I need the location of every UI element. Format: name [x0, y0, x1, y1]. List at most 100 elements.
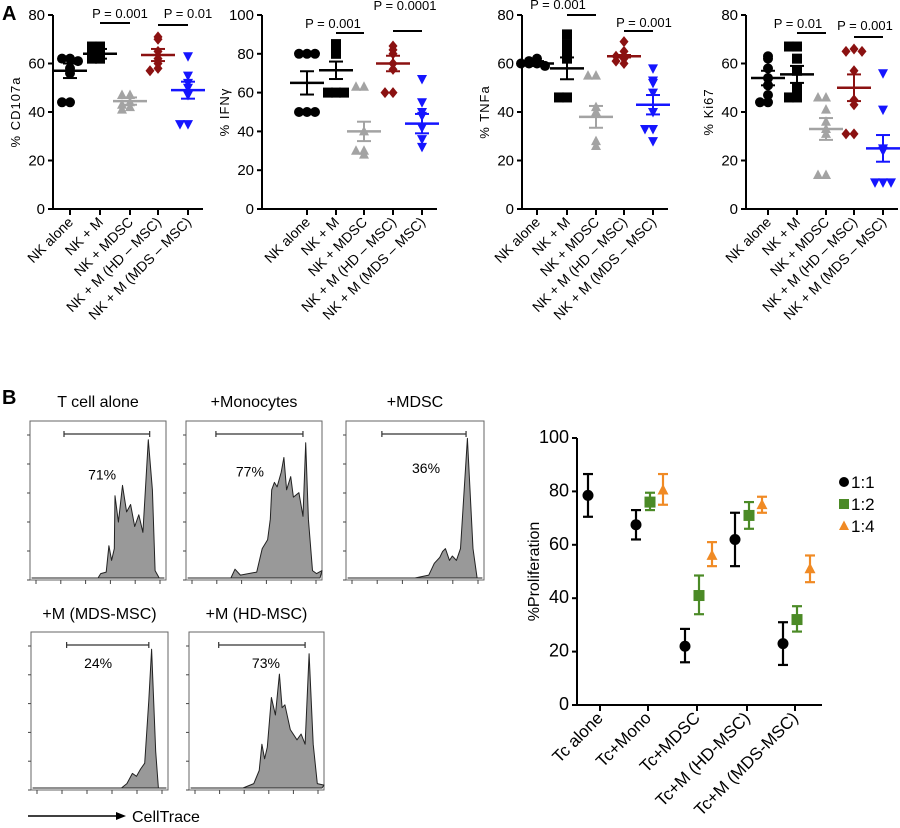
y-tick-label: 80 — [721, 7, 738, 24]
histogram-curve — [187, 442, 323, 579]
y-tick-label: 40 — [549, 587, 569, 607]
panel-b-histograms: CellTrace T cell alone71%+Monocytes77%+M… — [27, 394, 485, 826]
data-point — [821, 91, 831, 102]
data-point — [792, 92, 802, 103]
y-tick-label: 20 — [721, 153, 738, 170]
gate-bracket — [215, 431, 304, 437]
histogram-title: T cell alone — [57, 394, 139, 411]
histogram-title: +M (HD-MSC) — [206, 606, 308, 623]
p-value-label: P = 0.01 — [164, 6, 213, 21]
data-point — [784, 41, 794, 52]
data-point — [57, 97, 67, 108]
data-point — [619, 36, 629, 48]
histogram-3: +MDSC 36% — [343, 394, 485, 584]
data-point — [792, 53, 802, 64]
data-point — [417, 135, 427, 145]
y-tick-label: 20 — [497, 153, 514, 170]
y-tick-label: 100 — [539, 427, 569, 447]
data-point — [804, 562, 816, 574]
data-point — [763, 97, 773, 108]
gate-percent: 36% — [412, 460, 440, 476]
p-value-label: P = 0.001 — [92, 6, 148, 21]
flow-xlabel: CellTrace — [132, 809, 200, 826]
legend-label: 1:2 — [851, 495, 875, 514]
data-point — [591, 135, 601, 146]
p-value-label: P = 0.001 — [616, 15, 672, 30]
data-point — [417, 75, 427, 85]
y-tick-label: 40 — [497, 104, 514, 121]
data-point — [562, 92, 572, 103]
data-point — [582, 489, 594, 501]
data-point — [729, 533, 741, 545]
histogram-curve — [32, 648, 167, 789]
y-tick-label: 0 — [246, 201, 254, 218]
data-point — [331, 87, 341, 98]
data-point — [153, 62, 163, 74]
data-point — [388, 87, 398, 99]
gate-percent: 73% — [252, 655, 280, 671]
histogram-title: +Monocytes — [211, 394, 298, 411]
data-point — [351, 81, 361, 91]
data-point — [763, 90, 773, 101]
data-point — [323, 87, 333, 98]
panel-label-b: B — [2, 387, 16, 409]
gate-percent: 71% — [88, 466, 116, 482]
data-point — [648, 124, 658, 135]
data-point — [792, 82, 802, 93]
y-tick-label: 60 — [721, 56, 738, 73]
data-point — [117, 104, 127, 114]
data-point — [756, 498, 768, 510]
data-point — [125, 101, 135, 112]
histogram-curve — [31, 439, 165, 579]
data-point — [821, 104, 831, 114]
data-point — [648, 78, 658, 89]
data-point — [331, 48, 341, 59]
data-point — [591, 70, 601, 80]
gate-bracket — [218, 642, 306, 648]
data-point — [117, 99, 127, 109]
legend-label: 1:1 — [851, 473, 875, 492]
series-1-1: 1:1 — [582, 472, 875, 667]
data-point — [339, 87, 349, 98]
y-tick-label: 20 — [237, 162, 254, 179]
data-point — [841, 128, 851, 140]
data-point — [743, 509, 755, 521]
series-1-4: 1:4 — [657, 472, 875, 584]
y-tick-label: 60 — [237, 85, 254, 102]
y-tick-label: 0 — [559, 694, 569, 714]
data-point — [648, 137, 658, 147]
data-point — [591, 140, 601, 150]
data-point — [857, 45, 867, 57]
y-tick-label: 80 — [28, 7, 45, 24]
y-tick-label: 0 — [506, 201, 514, 218]
data-point — [65, 97, 75, 108]
histogram-curve — [190, 653, 325, 789]
data-point — [849, 128, 859, 140]
data-point — [294, 48, 304, 59]
series-1-2: 1:2 — [644, 491, 875, 633]
gate-bracket — [66, 642, 150, 648]
data-point — [302, 48, 312, 59]
data-point — [878, 105, 888, 116]
legend-marker — [839, 477, 849, 487]
data-point — [562, 46, 572, 57]
y-axis-label: %Proliferation — [526, 522, 543, 622]
data-point — [648, 88, 658, 99]
p-value-label: P = 0.0001 — [373, 0, 436, 13]
data-point — [73, 56, 83, 67]
data-point — [95, 41, 105, 52]
y-axis-label: % IFNγ — [217, 88, 232, 137]
y-tick-label: 80 — [237, 46, 254, 63]
data-point — [145, 65, 155, 77]
celltrace-arrow-head — [116, 812, 126, 820]
histogram-4: +M (MDS-MSC) 24% — [28, 606, 169, 794]
data-point — [791, 614, 803, 626]
data-point — [562, 29, 572, 40]
data-point — [65, 53, 75, 64]
y-tick-label: 40 — [721, 104, 738, 121]
data-point — [294, 107, 304, 117]
